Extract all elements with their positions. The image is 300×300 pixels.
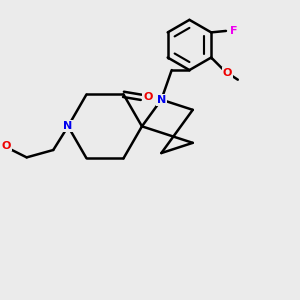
- Text: F: F: [230, 26, 237, 36]
- Text: O: O: [223, 68, 232, 78]
- Text: N: N: [63, 122, 73, 131]
- Text: O: O: [143, 92, 152, 102]
- Text: O: O: [1, 141, 11, 151]
- Text: N: N: [157, 94, 166, 105]
